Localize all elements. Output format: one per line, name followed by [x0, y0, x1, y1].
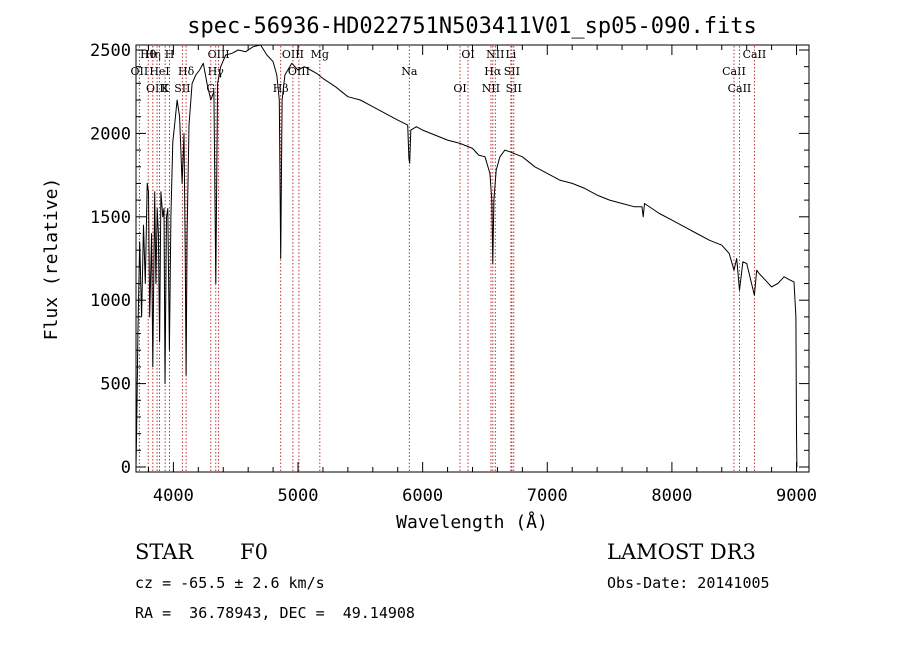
line-marker-label: NII	[482, 82, 500, 95]
line-marker-label: OIII	[288, 65, 310, 78]
line-marker-label: HeI	[149, 65, 169, 78]
line-marker-label: OIII	[146, 82, 168, 95]
line-markers: HθOIIOIIIHηHeIKHHδSIIOIIIHγGOIIIOIIIHβMg…	[131, 46, 767, 471]
redshift-value: cz = -65.5 ± 2.6 km/s	[135, 574, 325, 592]
x-tick-label: 5000	[278, 486, 319, 506]
y-tick-label: 0	[121, 458, 131, 478]
line-marker-label: Hβ	[273, 82, 289, 95]
line-marker-label: CaII	[722, 65, 746, 78]
line-marker-label: Hα	[484, 65, 502, 78]
line-marker-label: Hδ	[178, 65, 195, 78]
line-marker-label: SII	[504, 65, 520, 78]
spectrum-line	[135, 44, 798, 468]
object-subclass: F0	[240, 540, 268, 564]
line-marker-label: CaII	[743, 48, 767, 61]
spectrum-series	[135, 44, 798, 468]
line-marker-label: OIII	[282, 48, 304, 61]
x-tick-label: 4000	[153, 486, 194, 506]
line-marker-label: Hη	[145, 48, 161, 61]
line-marker-label: Li	[505, 48, 516, 61]
line-marker-label: NII	[486, 48, 504, 61]
line-marker-label: Mg	[311, 48, 329, 61]
y-tick-label: 2000	[90, 124, 131, 144]
plot-frame	[135, 44, 810, 473]
line-marker-label: SII	[174, 82, 190, 95]
y-tick-label: 1500	[90, 208, 131, 228]
line-marker-label: G	[206, 82, 215, 95]
line-marker-label: H	[165, 48, 175, 61]
x-tick-label: 6000	[402, 486, 443, 506]
line-marker-label: OI	[453, 82, 466, 95]
y-tick-label: 2500	[90, 41, 131, 61]
line-marker-label: OII	[131, 65, 149, 78]
line-marker-label: Hγ	[208, 65, 225, 78]
obs-date: Obs-Date: 20141005	[607, 574, 770, 592]
line-marker-label: Na	[401, 65, 418, 78]
x-tick-label: 8000	[651, 486, 692, 506]
x-axis-ticks: 4000 5000 6000 7000 8000 9000	[147, 45, 817, 506]
line-marker-label: SII	[506, 82, 522, 95]
survey-name: LAMOST DR3	[607, 540, 756, 564]
y-tick-label: 500	[100, 375, 131, 395]
y-axis-label: Flux (relative)	[41, 178, 62, 341]
line-marker-label: K	[161, 82, 170, 95]
x-tick-label: 9000	[776, 486, 817, 506]
object-class: STAR	[135, 540, 194, 564]
x-axis-label: Wavelength (Å)	[396, 511, 548, 533]
x-tick-label: 7000	[527, 486, 568, 506]
coordinates: RA = 36.78943, DEC = 49.14908	[135, 604, 415, 622]
chart-title: spec-56936-HD022751N503411V01_sp05-090.f…	[187, 14, 757, 39]
line-marker-label: CaII	[728, 82, 752, 95]
line-marker-label: OI	[461, 48, 474, 61]
y-tick-label: 1000	[90, 291, 131, 311]
y-axis-ticks: 0 500 1000 1500 2000 2500	[90, 41, 809, 478]
